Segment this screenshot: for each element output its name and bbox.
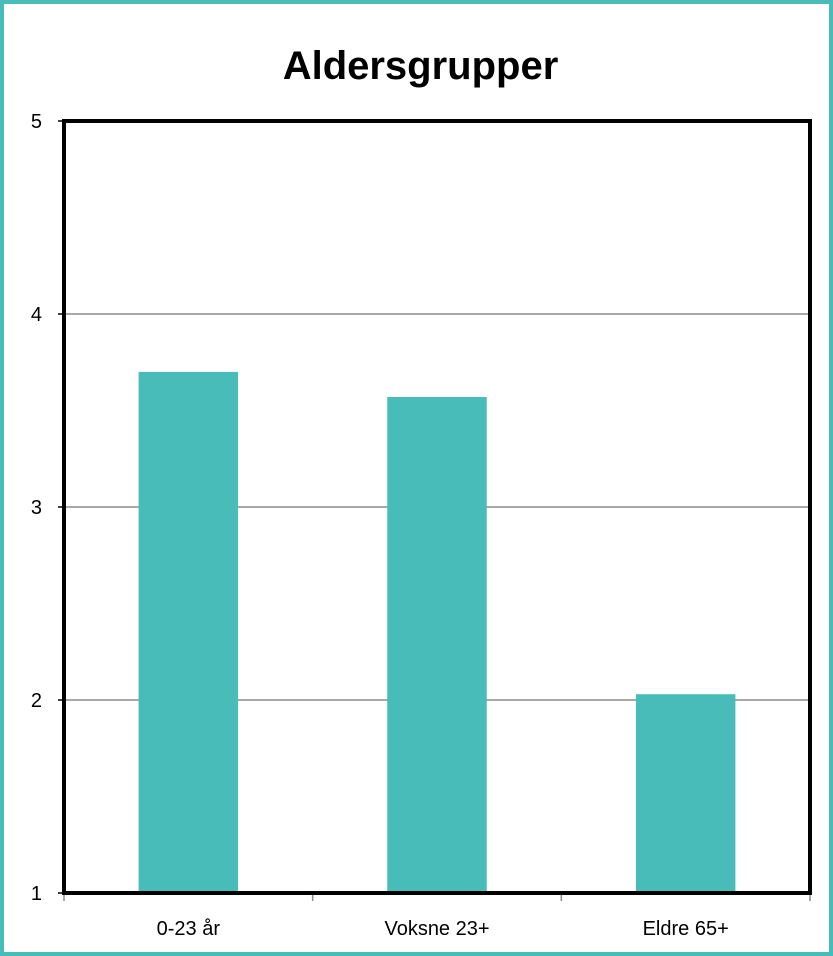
y-tick-label: 1 [31, 883, 42, 905]
axes [58, 119, 812, 901]
bar [138, 371, 239, 893]
y-tick-label: 3 [31, 497, 42, 519]
chart-title: Aldersgrupper [282, 44, 559, 88]
x-tick-label: Voksne 23+ [384, 918, 489, 940]
bars [138, 371, 736, 893]
y-tick-label: 2 [31, 690, 42, 712]
y-tick-label: 4 [31, 304, 42, 326]
y-tick-label: 5 [31, 111, 42, 133]
tick-labels: 1 2 3 4 5 0-23 år Voksne 23+ Eldre 65+ [31, 111, 729, 940]
bar [387, 396, 487, 893]
x-tick-label: 0-23 år [157, 918, 221, 940]
bar [635, 694, 736, 893]
x-tick-label: Eldre 65+ [643, 918, 729, 940]
